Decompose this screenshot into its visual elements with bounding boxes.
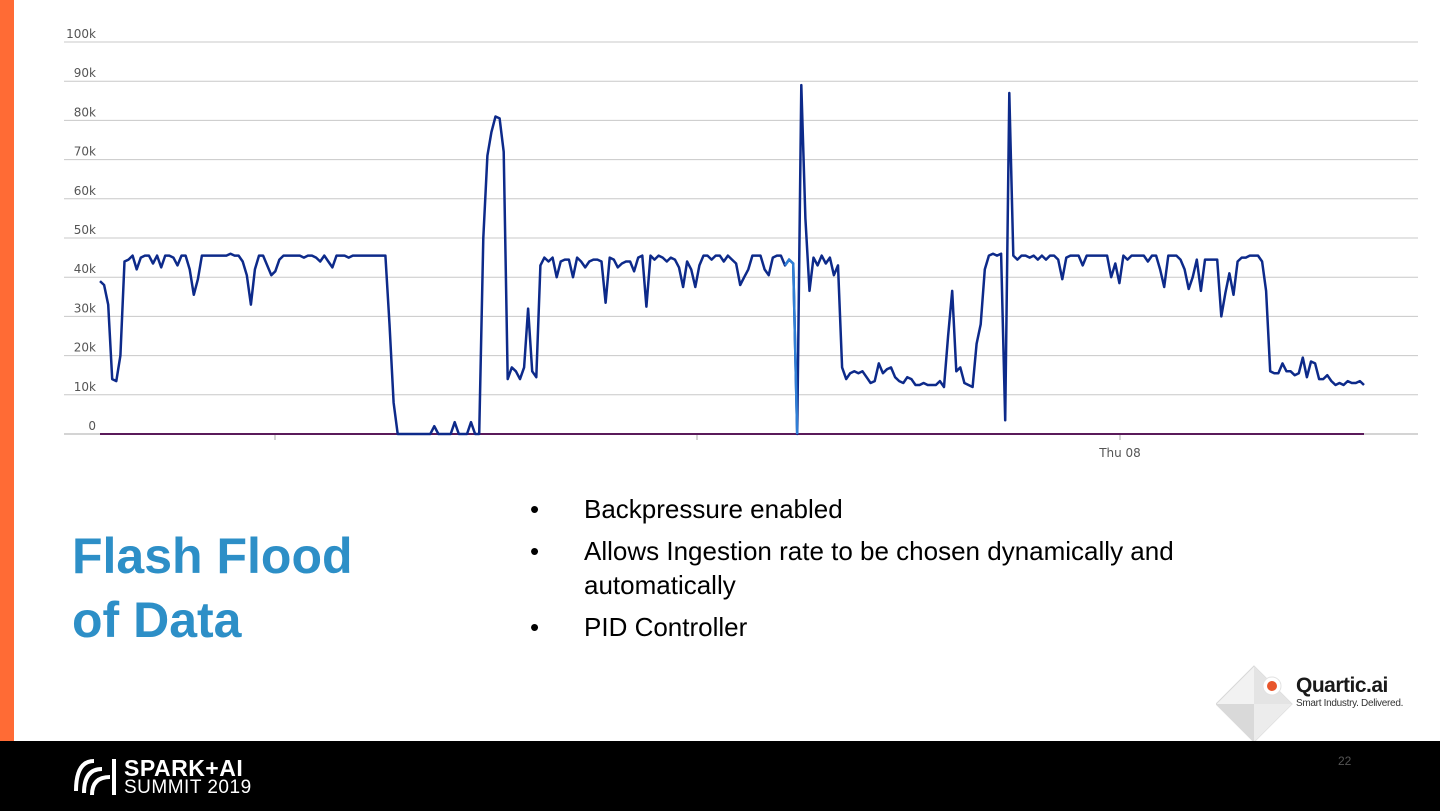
slide-title-line-1: Flash Flood <box>72 528 353 584</box>
series-line-highlight <box>783 257 799 435</box>
quartic-diamond-icon <box>1216 665 1293 743</box>
logo-name: Quartic.ai <box>1296 674 1388 697</box>
y-axis-ticks: 0 10k 20k 30k 40k 50k 60k 70k 80k 90k 100k <box>66 27 96 433</box>
y-tick-label: 20k <box>74 341 96 355</box>
slide-title-line-2: of Data <box>72 592 242 648</box>
brand-event: SUMMIT 2019 <box>124 777 252 798</box>
chart-gridlines <box>64 41 1418 435</box>
bullet-text: PID Controller <box>584 612 748 642</box>
y-tick-label: 30k <box>74 301 96 315</box>
quartic-logo: Quartic.ai Smart Industry. Delivered. <box>1216 664 1440 744</box>
bullet-item: • Backpressure enabled <box>526 492 1286 526</box>
bullet-text: Allows Ingestion rate to be chosen dynam… <box>584 536 1174 600</box>
bullet-text: Backpressure enabled <box>584 494 843 524</box>
x-axis-ticks: Thu 08 <box>274 434 1141 460</box>
chart-series <box>99 83 1365 436</box>
y-tick-label: 100k <box>66 27 96 41</box>
slide-title: Flash Flood of Data <box>72 524 472 652</box>
bullet-list: • Backpressure enabled • Allows Ingestio… <box>526 492 1286 652</box>
footer-bar: SPARK+AI SUMMIT 2019 22 <box>0 741 1440 811</box>
y-tick-label: 80k <box>74 105 96 119</box>
logo-tagline: Smart Industry. Delivered. <box>1296 698 1404 709</box>
bullet-dot-icon: • <box>530 536 540 566</box>
x-tick-label: Thu 08 <box>1098 446 1141 460</box>
line-chart: 0 10k 20k 30k 40k 50k 60k 70k 80k 90k 100k Thu 08 <box>64 27 1418 460</box>
accent-bar <box>0 0 14 741</box>
bullet-item: • PID Controller <box>526 610 1286 644</box>
brand-name: SPARK+AI <box>124 755 244 781</box>
y-tick-label: 40k <box>74 262 96 276</box>
bullet-dot-icon: • <box>530 494 540 524</box>
y-tick-label: 90k <box>74 66 96 80</box>
bullet-item: • Allows Ingestion rate to be chosen dyn… <box>526 534 1286 602</box>
y-tick-label: 70k <box>74 145 96 159</box>
series-line-main <box>99 83 1365 436</box>
y-tick-label: 50k <box>74 223 96 237</box>
y-tick-label: 0 <box>88 419 96 433</box>
page-number: 22 <box>1338 754 1352 768</box>
spark-summit-emblem-icon <box>74 759 116 796</box>
y-tick-label: 10k <box>74 380 96 394</box>
bullet-dot-icon: • <box>530 612 540 642</box>
chart-canvas: 0 10k 20k 30k 40k 50k 60k 70k 80k 90k 100k Thu 08 <box>64 27 1418 460</box>
y-tick-label: 60k <box>74 184 96 198</box>
